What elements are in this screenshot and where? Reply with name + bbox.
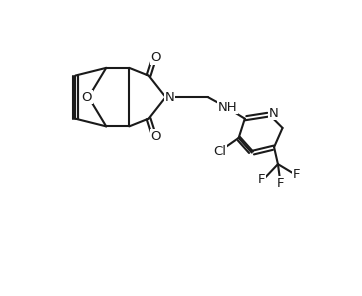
Text: NH: NH — [217, 101, 237, 114]
Text: O: O — [82, 91, 92, 104]
Text: O: O — [150, 51, 161, 64]
Text: F: F — [292, 168, 300, 181]
Text: N: N — [164, 91, 174, 104]
Text: F: F — [258, 173, 265, 186]
Text: F: F — [277, 177, 284, 190]
Text: Cl: Cl — [214, 144, 227, 157]
Text: O: O — [150, 130, 161, 143]
Text: N: N — [269, 107, 278, 120]
